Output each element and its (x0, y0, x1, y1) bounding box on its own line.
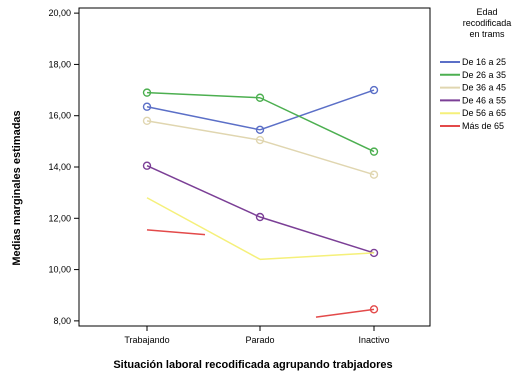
data-point (369, 147, 379, 156)
data-point (255, 212, 265, 222)
series-line-segment (259, 139, 375, 176)
data-point (255, 135, 265, 145)
y-tick-label: 18,00 (48, 59, 71, 69)
data-point (369, 170, 379, 179)
data-point (369, 85, 379, 95)
data-point (369, 305, 379, 314)
y-tick-label: 10,00 (48, 265, 71, 275)
series-stub-segment (146, 229, 206, 236)
series-0 (142, 85, 379, 135)
series-4 (146, 197, 375, 261)
legend-label: Más de 65 (462, 121, 504, 131)
series-lines (142, 85, 379, 318)
data-point (255, 125, 265, 135)
y-tick-label: 8,00 (53, 316, 71, 326)
series-line-segment (259, 216, 375, 254)
series-line-segment (259, 252, 375, 261)
series-5 (146, 229, 379, 318)
series-line-segment (146, 165, 261, 218)
data-point (142, 88, 152, 97)
legend-title-line: Edad (476, 7, 497, 17)
legend-title-line: en trams (469, 29, 505, 39)
data-point (142, 161, 152, 170)
data-point (142, 116, 152, 126)
axes (78, 7, 431, 327)
legend-title-line: recodificada (463, 18, 512, 28)
x-tick-label: Parado (245, 335, 274, 345)
series-line-segment (259, 89, 375, 131)
y-ticks: 8,00 10,00 12,00 14,00 16,00 18,00 20,00 (48, 8, 79, 326)
legend-label: De 26 a 35 (462, 70, 506, 80)
y-axis-label: Medias marginales estimadas (11, 110, 23, 265)
series-line-segment (259, 97, 375, 153)
legend-label: De 36 a 45 (462, 83, 506, 93)
data-point (255, 93, 265, 102)
series-line-segment (146, 120, 261, 141)
x-tick-label: Trabajando (124, 335, 169, 345)
legend-label: De 46 a 55 (462, 95, 506, 105)
legend-label: De 16 a 25 (462, 57, 506, 67)
series-3 (142, 161, 379, 258)
y-tick-label: 14,00 (48, 162, 71, 172)
series-stub-segment (315, 308, 375, 318)
x-tick-label: Inactivo (358, 335, 389, 345)
y-tick-label: 16,00 (48, 111, 71, 121)
series-line-segment (146, 105, 261, 131)
x-ticks: Trabajando Parado Inactivo (124, 326, 390, 345)
y-tick-label: 20,00 (48, 8, 71, 18)
series-2 (142, 116, 379, 179)
y-tick-label: 12,00 (48, 213, 71, 223)
series-line-segment (146, 91, 261, 99)
plot-frame (78, 7, 431, 327)
legend-label: De 56 a 65 (462, 108, 506, 118)
series-line-segment (146, 197, 261, 260)
data-point (142, 102, 152, 111)
x-axis-label: Situación laboral recodificada agrupando… (113, 359, 392, 371)
series-1 (142, 88, 379, 156)
